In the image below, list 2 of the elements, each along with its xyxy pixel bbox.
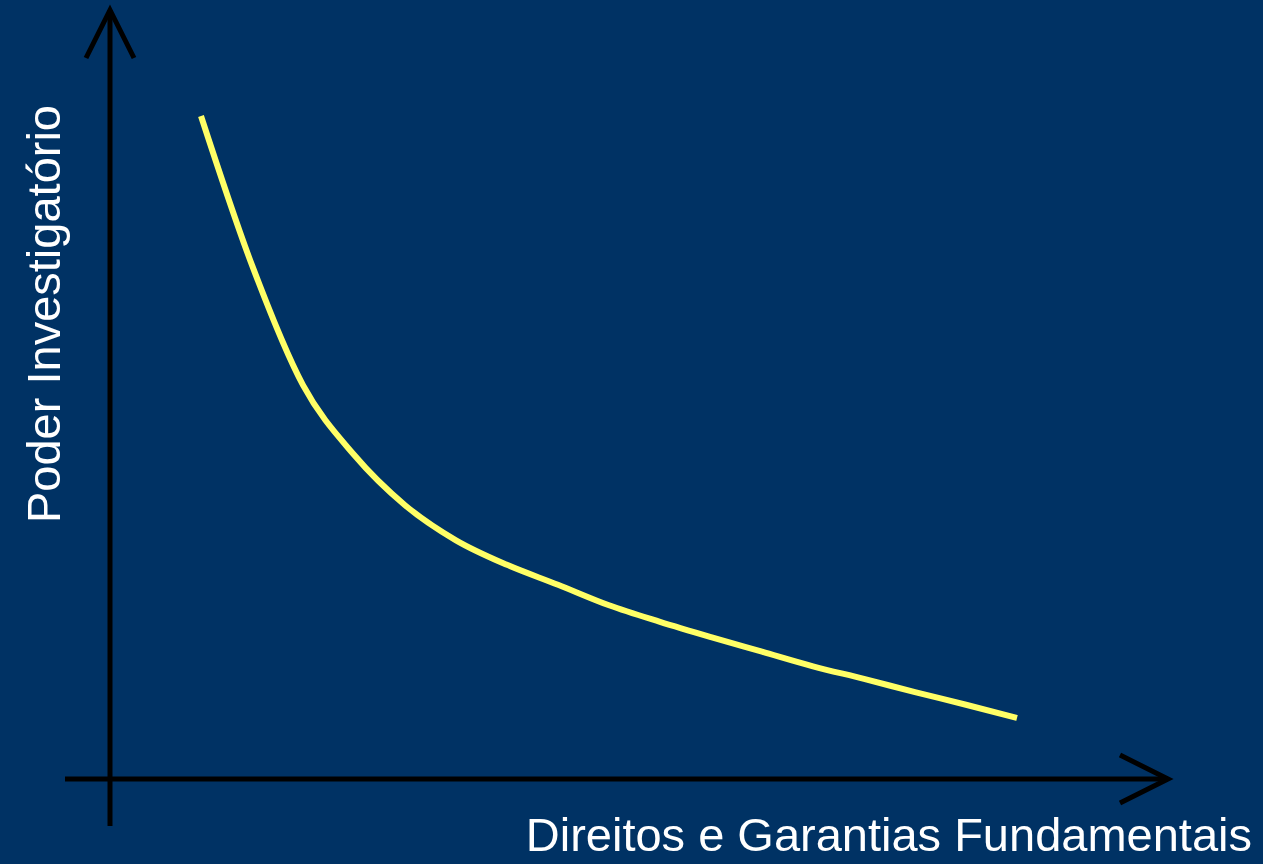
y-axis-title: Poder Investigatório [17, 104, 70, 524]
x-axis-title: Direitos e Garantias Fundamentais [525, 808, 1252, 861]
